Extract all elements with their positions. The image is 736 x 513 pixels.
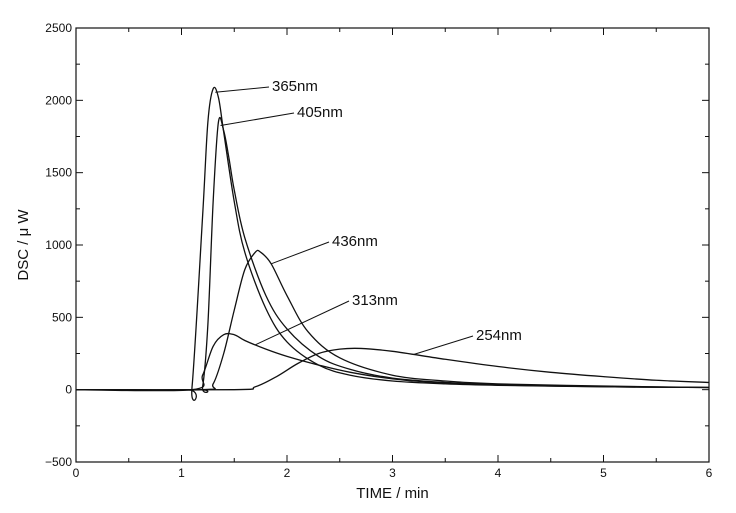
x-tick-label: 0 [73,466,80,480]
x-tick-label: 2 [284,466,291,480]
plot-frame [75,27,710,463]
y-tick-label: 2500 [45,21,72,35]
series-line-254nm [75,347,710,391]
x-axis-title: TIME / min [356,485,429,502]
y-tick-label: 1500 [45,166,72,180]
series-labels: 365nm 405nm 436nm 313nm 254nm [215,78,522,355]
series-label-254nm: 254nm [476,327,522,344]
x-tick-label: 3 [389,466,396,480]
label-leader-365nm [215,86,270,93]
series-line-365nm [75,86,710,401]
series-label-436nm: 436nm [332,233,378,250]
series-label-365nm: 365nm [272,78,318,95]
series-label-405nm: 405nm [297,104,343,121]
y-tick-label: 500 [52,310,72,324]
y-tick-label: 0 [65,383,72,397]
x-tick-label: 5 [600,466,607,480]
series-layer [75,86,710,401]
x-tick-label: 4 [495,466,502,480]
y-tick-label: 2000 [45,93,72,107]
y-axis-title: DSC / μ W [15,209,32,281]
label-leader-436nm [270,241,330,265]
label-leader-313nm [255,300,350,346]
y-tick-label: 1000 [45,238,72,252]
label-leader-405nm [220,112,295,126]
series-line-313nm [75,332,710,392]
label-leader-254nm [413,335,474,355]
series-line-436nm [75,249,710,391]
x-tick-label: 1 [178,466,185,480]
y-tick-label: −500 [45,455,72,469]
series-label-313nm: 313nm [352,292,398,309]
x-tick-label: 6 [706,466,713,480]
